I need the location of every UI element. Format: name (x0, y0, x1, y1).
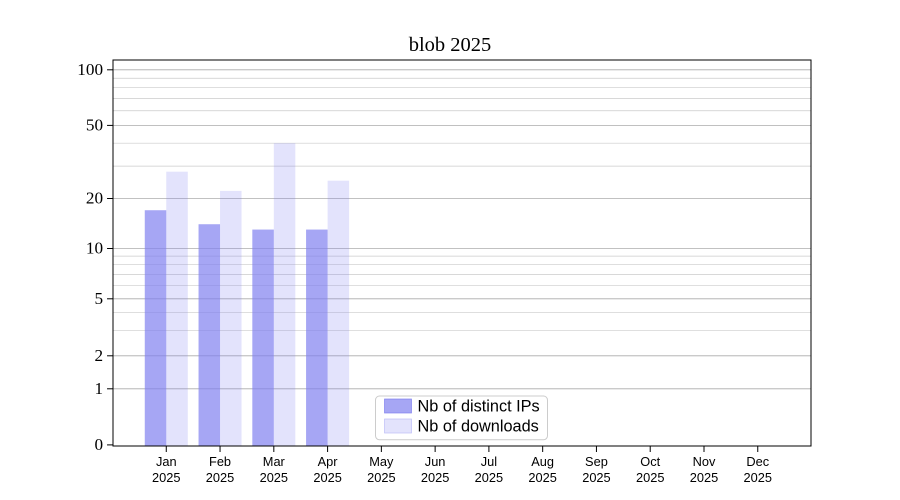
svg-text:Jan: Jan (156, 454, 177, 469)
svg-text:Dec: Dec (746, 454, 769, 469)
svg-text:Apr: Apr (318, 454, 339, 469)
svg-text:2: 2 (94, 346, 103, 365)
svg-text:2025: 2025 (367, 470, 395, 485)
svg-text:Jun: Jun (425, 454, 446, 469)
svg-text:Nb of distinct IPs: Nb of distinct IPs (418, 398, 540, 416)
svg-text:10: 10 (86, 239, 103, 258)
svg-text:20: 20 (86, 189, 103, 208)
svg-text:Feb: Feb (209, 454, 231, 469)
svg-text:1: 1 (94, 379, 103, 398)
svg-text:2025: 2025 (313, 470, 341, 485)
svg-text:blob 2025: blob 2025 (409, 34, 492, 56)
svg-text:5: 5 (94, 289, 103, 308)
svg-text:100: 100 (77, 60, 103, 79)
svg-text:May: May (369, 454, 394, 469)
svg-text:2025: 2025 (528, 470, 556, 485)
svg-text:Jul: Jul (481, 454, 497, 469)
svg-text:2025: 2025 (421, 470, 449, 485)
svg-text:2025: 2025 (744, 470, 772, 485)
svg-text:2025: 2025 (582, 470, 610, 485)
svg-text:2025: 2025 (690, 470, 718, 485)
svg-text:50: 50 (86, 115, 103, 134)
svg-text:Nb of downloads: Nb of downloads (418, 418, 539, 436)
svg-text:Aug: Aug (531, 454, 554, 469)
svg-text:2025: 2025 (152, 470, 180, 485)
svg-text:2025: 2025 (475, 470, 503, 485)
svg-text:Oct: Oct (640, 454, 660, 469)
svg-text:Nov: Nov (693, 454, 716, 469)
svg-text:0: 0 (94, 435, 103, 454)
svg-text:2025: 2025 (260, 470, 288, 485)
svg-text:2025: 2025 (636, 470, 664, 485)
svg-text:2025: 2025 (206, 470, 234, 485)
svg-text:Sep: Sep (585, 454, 608, 469)
svg-text:Mar: Mar (263, 454, 286, 469)
